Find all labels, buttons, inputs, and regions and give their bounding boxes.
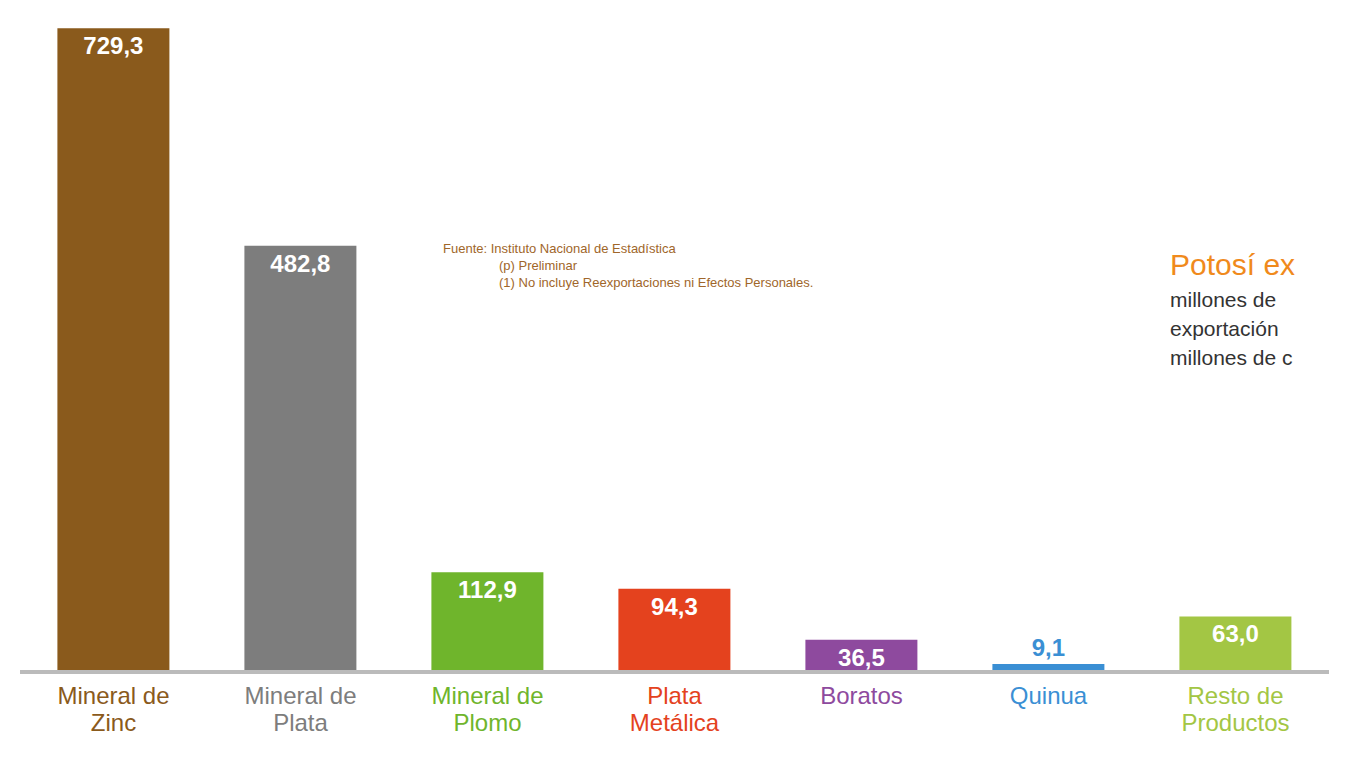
svg-text:Mineral dePlomo: Mineral dePlomo <box>431 682 543 736</box>
svg-text:94,3: 94,3 <box>651 593 698 620</box>
html-text:millones de c: millones de c <box>1170 346 1293 369</box>
html-text:exportación: exportación <box>1170 317 1279 340</box>
html-text:(p) Preliminar: (p) Preliminar <box>499 258 577 273</box>
svg-text:Mineral dePlata: Mineral dePlata <box>244 682 356 736</box>
svg-text:112,9: 112,9 <box>458 576 517 603</box>
svg-text:36,5: 36,5 <box>838 644 885 671</box>
svg-text:Resto deProductos: Resto deProductos <box>1181 682 1289 736</box>
svg-text:729,3: 729,3 <box>83 32 143 59</box>
svg-text:63,0: 63,0 <box>1212 620 1259 647</box>
html-text:Fuente: Instituto Nacional de: Fuente: Instituto Nacional de Estadístic… <box>443 241 676 256</box>
svg-text:Mineral deZinc: Mineral deZinc <box>57 682 169 736</box>
svg-text:9,1: 9,1 <box>1032 634 1065 661</box>
html-text:millones de: millones de <box>1170 288 1277 311</box>
svg-text:482,8: 482,8 <box>270 250 330 277</box>
svg-text:PlataMetálica: PlataMetálica <box>630 682 720 736</box>
html-text:(1) No incluye Reexportaciones: (1) No incluye Reexportaciones ni Efecto… <box>499 275 814 290</box>
svg-text:Boratos: Boratos <box>820 682 903 709</box>
html-text:Potosí ex: Potosí ex <box>1170 248 1296 281</box>
svg-text:Quinua: Quinua <box>1010 682 1088 709</box>
